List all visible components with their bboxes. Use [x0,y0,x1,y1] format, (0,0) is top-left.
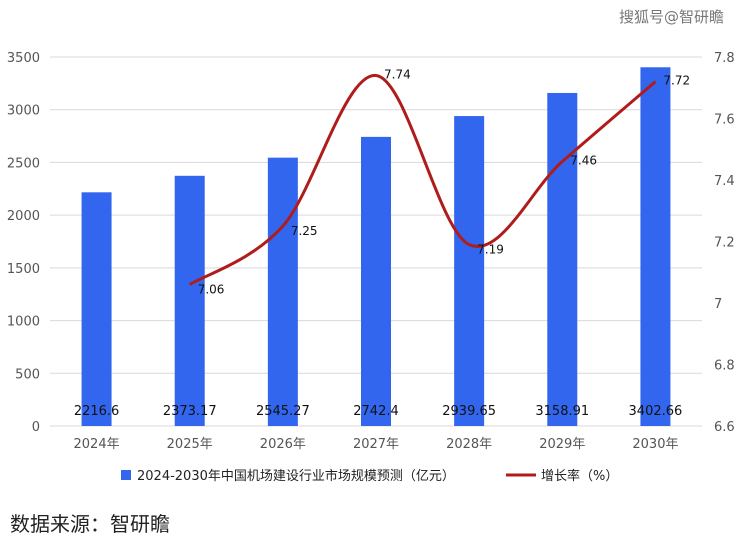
legend-bar-swatch [121,470,131,480]
bar [174,175,205,426]
bar [361,136,391,426]
watermark: 搜狐号@智研瞻 [618,8,724,26]
bar-data-label: 2742.4 [353,404,399,419]
y-right-tick-label: 7.4 [714,174,735,189]
y-left-tick-label: 0 [32,420,40,435]
y-left-tick-label: 1000 [7,315,40,330]
y-right-tick-label: 7.6 [714,113,735,128]
bar-data-label: 2939.65 [442,404,496,419]
x-tick-label: 2024年 [74,437,120,452]
y-left-tick-label: 2000 [7,209,40,224]
y-right-tick-label: 6.8 [714,359,735,374]
x-tick-label: 2030年 [632,437,678,452]
bar [267,157,298,426]
y-right-tick-label: 7 [714,297,722,312]
bar [81,192,112,426]
bar-data-label: 2373.17 [163,404,217,419]
legend: 2024-2030年中国机场建设行业市场规模预测（亿元） 增长率（%） [121,468,618,484]
line-data-label: 7.72 [663,74,690,88]
y-left-tick-label: 500 [15,367,40,382]
line-data-labels: 7.06 7.25 7.74 7.19 7.46 7.72 [198,67,690,296]
legend-line-label: 增长率（%） [541,468,618,484]
x-tick-label: 2029年 [539,437,585,452]
bar-data-labels: 2216.6 2373.17 2545.27 2742.4 2939.65 3158.91… [74,404,682,419]
line-data-label: 7.06 [198,283,225,297]
growth-rate-line [188,73,657,286]
line-data-label: 7.25 [291,224,318,238]
bar-data-label: 2545.27 [256,404,310,419]
x-axis: 2024年 2025年 2026年 2027年 2028年 2029年 2030年 [74,437,679,452]
bar-series [81,67,671,426]
chart: 2216.6 2373.17 2545.27 2742.4 2939.65 3158.91… [7,51,735,484]
bar [547,92,578,426]
bar-data-label: 3158.91 [535,404,589,419]
y-axis-left: 0 500 1000 1500 2000 2500 3000 3500 [7,51,40,435]
line-data-label: 7.46 [570,154,597,168]
y-right-tick-label: 6.6 [714,420,735,435]
x-tick-label: 2025年 [167,437,213,452]
y-right-tick-label: 7.8 [714,51,735,66]
source-note: 数据来源：智研瞻 [10,512,170,536]
bar [454,116,485,426]
x-tick-label: 2028年 [446,437,492,452]
legend-bar-label: 2024-2030年中国机场建设行业市场规模预测（亿元） [137,468,455,484]
line-data-label: 7.74 [384,67,411,81]
y-left-tick-label: 3000 [7,104,40,119]
x-tick-label: 2026年 [260,437,306,452]
x-tick-label: 2027年 [353,437,399,452]
bar-data-label: 2216.6 [74,404,120,419]
bar [640,67,671,426]
y-right-tick-label: 7.2 [714,236,735,251]
y-left-tick-label: 3500 [7,51,40,66]
y-axis-right: 6.6 6.8 7 7.2 7.4 7.6 7.8 [714,51,735,435]
y-left-tick-label: 2500 [7,156,40,171]
y-left-tick-label: 1500 [7,262,40,277]
bar-data-label: 3402.66 [629,404,683,419]
line-data-label: 7.19 [477,243,504,257]
